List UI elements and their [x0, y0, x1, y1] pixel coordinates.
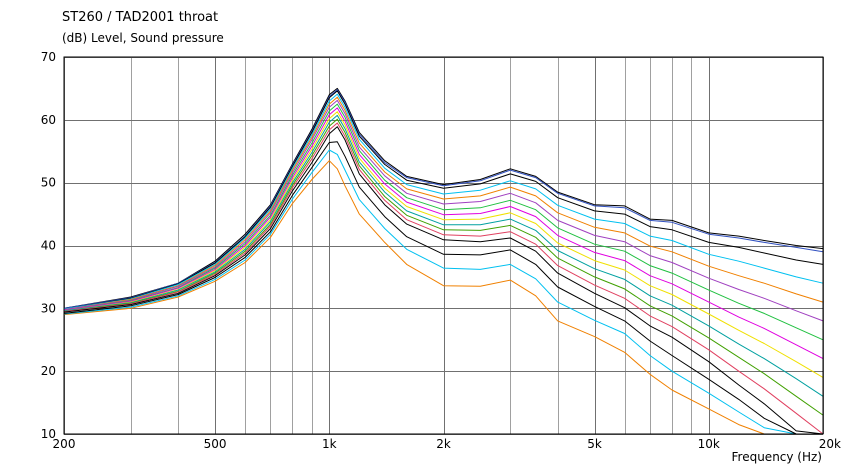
- x-axis-label: Frequency (Hz): [731, 450, 823, 464]
- x-tick-label: 10k: [698, 437, 720, 451]
- series-line-10: [63, 114, 824, 397]
- series-line-5: [63, 96, 824, 311]
- y-axis-label: (dB) Level, Sound pressure: [62, 31, 224, 45]
- x-tick-label: 500: [204, 437, 227, 451]
- y-tick-label: 20: [41, 364, 56, 378]
- series-line-15: [63, 149, 823, 435]
- series-line-9: [63, 111, 824, 378]
- x-tick-label: 200: [53, 437, 76, 451]
- series-line-8: [63, 107, 824, 360]
- grid: [64, 57, 824, 435]
- series-line-2: [63, 89, 824, 309]
- series-line-7: [63, 103, 824, 341]
- y-tick-label: 10: [41, 427, 56, 441]
- x-tick-label: 5k: [587, 437, 602, 451]
- series-line-13: [63, 126, 824, 435]
- series-line-14: [63, 160, 823, 435]
- series-group: [63, 87, 824, 435]
- tick-labels: 200 500 1k 2k 5k 10k 20k 10 20 30 40 50 60 70: [41, 50, 841, 451]
- x-tick-label: 2k: [436, 437, 451, 451]
- series-line-3: [63, 90, 824, 310]
- x-tick-label: 1k: [322, 437, 337, 451]
- y-tick-label: 30: [41, 301, 56, 315]
- series-line-12: [63, 122, 824, 435]
- y-tick-label: 60: [41, 113, 56, 127]
- y-tick-label: 50: [41, 176, 56, 190]
- series-line-4: [63, 93, 824, 310]
- plot-frame: [63, 56, 824, 435]
- y-tick-label: 70: [41, 50, 56, 64]
- x-tick-label: 20k: [819, 437, 841, 451]
- series-line-6: [63, 99, 824, 322]
- series-line-11: [63, 118, 824, 416]
- y-tick-label: 40: [41, 239, 56, 253]
- series-line-1: [63, 87, 824, 309]
- series-line-16: [63, 141, 823, 435]
- chart-title: ST260 / TAD2001 throat: [62, 10, 219, 25]
